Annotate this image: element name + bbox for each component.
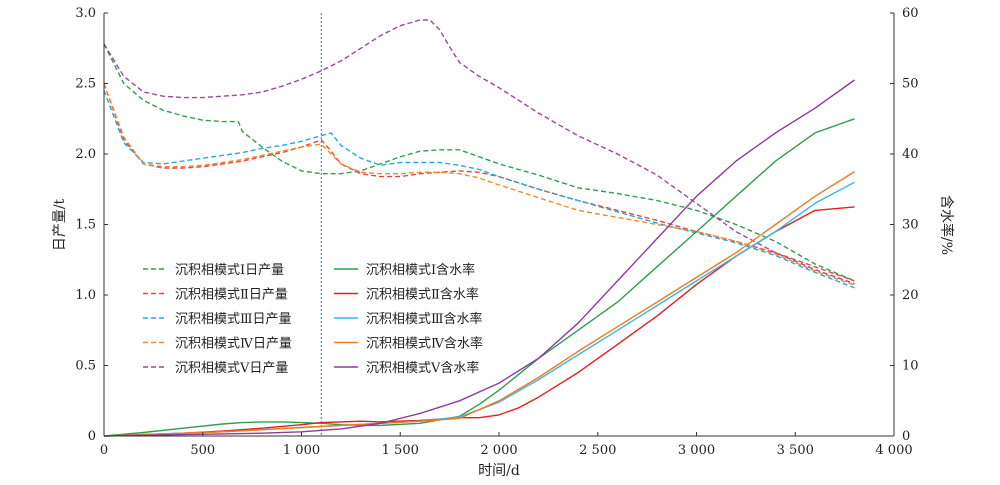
water-cut-legend-label: 沉积相模式Ⅴ含水率 xyxy=(366,360,479,376)
series-layer xyxy=(103,13,855,437)
x-tick-label: 4 000 xyxy=(875,443,912,458)
y-axis-left-label: 日产量/t xyxy=(52,198,68,251)
x-tick-label: 1 000 xyxy=(283,443,320,458)
y-right-tick-label: 30 xyxy=(902,218,919,233)
daily-production-legend-label: 沉积相模式Ⅱ日产量 xyxy=(175,288,288,303)
y-left-tick-label: 3.0 xyxy=(75,6,96,21)
y-right-tick-label: 0 xyxy=(902,429,910,444)
y-left-tick-label: 1.5 xyxy=(75,218,96,233)
water-cut-legend-label: 沉积相模式Ⅲ含水率 xyxy=(366,311,483,327)
daily-production-legend-label: 沉积相模式Ⅲ日产量 xyxy=(175,312,292,327)
axes-layer: 0 500 1 000 1 500 2 000 2 500 3 000 3 500 4 0000… xyxy=(75,6,918,458)
x-tick-label: 3 500 xyxy=(777,443,814,458)
x-tick-label: 2 000 xyxy=(480,443,517,458)
x-tick-label: 0 xyxy=(100,443,108,458)
daily-production-legend-label: 沉积相模式Ⅴ日产量 xyxy=(175,361,288,376)
daily-production-line-5 xyxy=(103,19,855,285)
y-left-tick-label: 2.0 xyxy=(75,147,96,162)
x-axis-label: 时间/d xyxy=(478,463,520,479)
x-tick-label: 2 500 xyxy=(579,443,616,458)
y-left-tick-label: 2.5 xyxy=(75,77,96,92)
y-left-tick-label: 0.5 xyxy=(75,359,96,374)
x-tick-label: 3 000 xyxy=(678,443,715,458)
water-cut-line-2 xyxy=(103,206,855,437)
water-cut-legend-label: 沉积相模式Ⅱ含水率 xyxy=(366,287,479,303)
y-right-tick-label: 20 xyxy=(902,288,919,303)
water-cut-legend-label: 沉积相模式Ⅰ含水率 xyxy=(366,262,475,278)
daily-production-line-1 xyxy=(103,43,855,282)
daily-production-legend-label: 沉积相模式Ⅰ日产量 xyxy=(175,263,284,278)
daily-production-line-4 xyxy=(103,83,855,286)
water-cut-legend-label: 沉积相模式Ⅳ含水率 xyxy=(366,336,483,352)
y-right-tick-label: 50 xyxy=(902,77,919,92)
water-cut-line-5 xyxy=(103,79,855,437)
water-cut-line-1 xyxy=(103,118,855,437)
y-axis-right-label: 含水率/% xyxy=(938,195,955,255)
y-right-tick-label: 40 xyxy=(902,147,919,162)
daily-production-legend-label: 沉积相模式Ⅳ日产量 xyxy=(175,337,292,352)
x-tick-label: 500 xyxy=(190,443,215,458)
water-cut-line-3 xyxy=(103,181,855,437)
y-right-tick-label: 10 xyxy=(902,359,919,374)
x-tick-label: 1 500 xyxy=(382,443,419,458)
y-left-tick-label: 1.0 xyxy=(75,288,96,303)
water-cut-line-4 xyxy=(103,171,855,437)
legend: 沉积相模式Ⅰ日产量沉积相模式Ⅱ日产量沉积相模式Ⅲ日产量沉积相模式Ⅳ日产量沉积相模… xyxy=(143,262,483,376)
y-right-tick-label: 60 xyxy=(902,6,919,21)
daily-production-line-3 xyxy=(103,90,855,289)
y-left-tick-label: 0 xyxy=(88,429,96,444)
daily-production-line-2 xyxy=(103,83,855,282)
